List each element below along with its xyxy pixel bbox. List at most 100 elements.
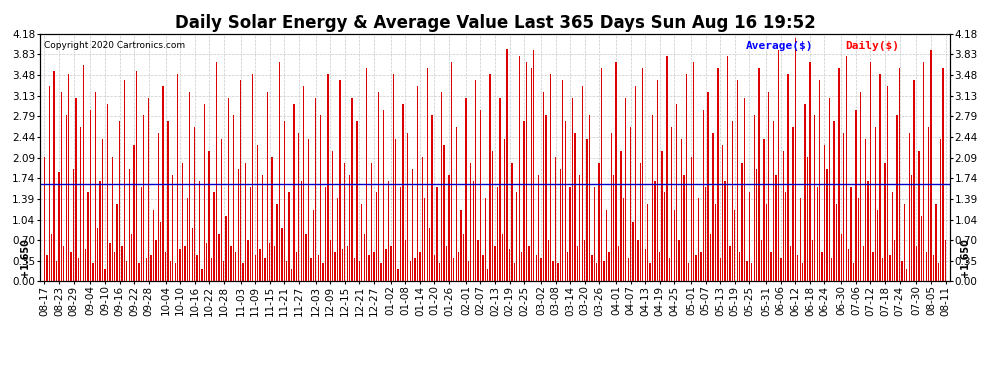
Bar xyxy=(651,116,653,281)
Bar xyxy=(732,122,733,281)
Bar xyxy=(206,243,208,281)
Bar xyxy=(533,50,535,281)
Bar xyxy=(633,222,634,281)
Bar xyxy=(366,68,367,281)
Bar xyxy=(439,264,440,281)
Bar xyxy=(666,56,667,281)
Bar xyxy=(448,175,449,281)
Bar xyxy=(688,264,689,281)
Bar xyxy=(686,74,687,281)
Bar xyxy=(872,252,873,281)
Bar xyxy=(909,133,910,281)
Bar xyxy=(800,198,801,281)
Bar xyxy=(107,104,108,281)
Bar xyxy=(60,92,62,281)
Bar xyxy=(174,264,176,281)
Bar xyxy=(296,252,297,281)
Bar xyxy=(717,68,719,281)
Bar xyxy=(790,246,791,281)
Bar xyxy=(228,98,230,281)
Bar xyxy=(308,139,309,281)
Bar xyxy=(562,80,563,281)
Bar xyxy=(402,104,404,281)
Text: Average($): Average($) xyxy=(745,41,813,51)
Bar xyxy=(342,249,344,281)
Bar xyxy=(400,186,401,281)
Bar xyxy=(713,133,714,281)
Bar xyxy=(204,104,205,281)
Bar xyxy=(807,157,808,281)
Bar xyxy=(393,74,394,281)
Bar xyxy=(843,133,844,281)
Bar xyxy=(817,186,818,281)
Bar xyxy=(70,252,71,281)
Bar xyxy=(904,204,905,281)
Bar xyxy=(177,74,178,281)
Bar xyxy=(862,246,864,281)
Bar xyxy=(157,133,159,281)
Bar xyxy=(691,157,692,281)
Bar xyxy=(346,246,347,281)
Bar xyxy=(668,258,670,281)
Bar xyxy=(233,116,234,281)
Bar xyxy=(550,74,551,281)
Bar xyxy=(710,234,711,281)
Bar xyxy=(797,255,799,281)
Bar xyxy=(236,252,237,281)
Bar xyxy=(773,122,774,281)
Bar xyxy=(179,249,181,281)
Bar xyxy=(831,258,833,281)
Bar xyxy=(906,269,908,281)
Bar xyxy=(441,92,443,281)
Bar xyxy=(315,98,317,281)
Bar xyxy=(87,192,89,281)
Bar xyxy=(65,116,67,281)
Bar xyxy=(708,92,709,281)
Bar xyxy=(340,80,341,281)
Bar xyxy=(375,192,377,281)
Bar xyxy=(531,68,532,281)
Bar xyxy=(581,86,583,281)
Bar xyxy=(746,261,747,281)
Bar xyxy=(640,163,641,281)
Bar xyxy=(547,240,549,281)
Bar xyxy=(857,198,859,281)
Bar xyxy=(591,255,593,281)
Bar xyxy=(279,62,280,281)
Bar xyxy=(112,157,113,281)
Bar xyxy=(313,210,314,281)
Bar xyxy=(429,228,431,281)
Bar xyxy=(194,127,195,281)
Bar xyxy=(385,249,387,281)
Bar xyxy=(644,249,645,281)
Bar xyxy=(221,139,222,281)
Bar xyxy=(536,255,537,281)
Bar xyxy=(577,246,578,281)
Bar xyxy=(914,80,915,281)
Bar xyxy=(836,204,838,281)
Bar xyxy=(942,68,943,281)
Bar xyxy=(199,181,200,281)
Bar xyxy=(499,98,501,281)
Bar xyxy=(257,145,258,281)
Bar xyxy=(351,98,352,281)
Bar xyxy=(99,181,101,281)
Bar xyxy=(770,252,772,281)
Bar xyxy=(896,116,898,281)
Bar xyxy=(572,98,573,281)
Bar xyxy=(122,246,123,281)
Bar xyxy=(218,234,220,281)
Bar xyxy=(482,255,483,281)
Bar xyxy=(911,175,913,281)
Bar xyxy=(470,163,471,281)
Bar xyxy=(601,68,602,281)
Bar xyxy=(656,80,658,281)
Bar xyxy=(301,181,302,281)
Bar xyxy=(288,192,290,281)
Bar xyxy=(238,169,239,281)
Bar xyxy=(388,181,389,281)
Bar xyxy=(780,258,781,281)
Bar xyxy=(494,246,496,281)
Bar xyxy=(281,228,282,281)
Bar xyxy=(649,264,650,281)
